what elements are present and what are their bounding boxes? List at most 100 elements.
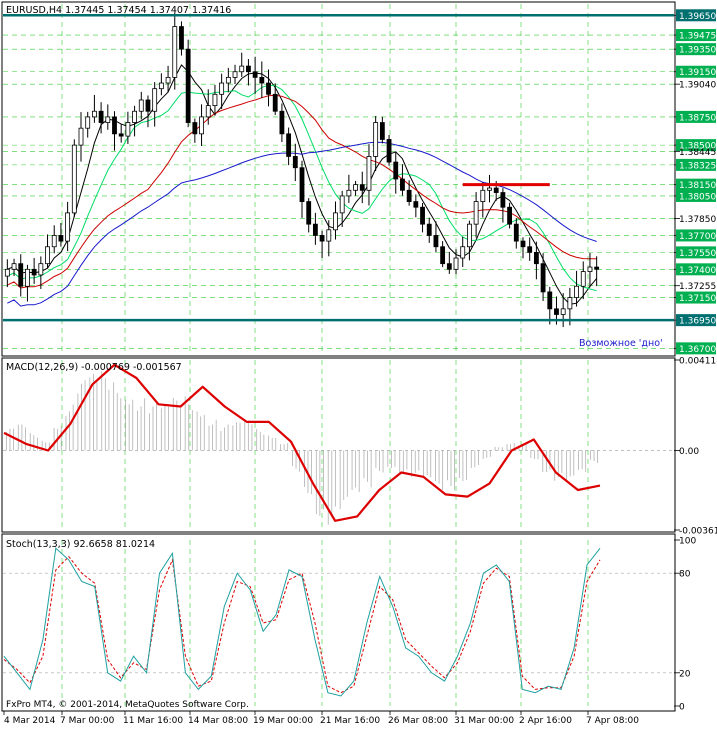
price-label-box [676, 178, 716, 191]
candle-body [366, 156, 372, 191]
candle-body [185, 48, 191, 123]
price-label: 1.39350 [679, 46, 716, 56]
candle-body [473, 201, 479, 225]
date-label: 4 Mar 2014 [4, 716, 56, 726]
price-label: 1.37255 [679, 282, 716, 292]
candle-body [480, 189, 486, 202]
candle-body [413, 201, 419, 208]
candle-body [493, 187, 499, 193]
stoch-label: 0 [679, 703, 685, 713]
candle-body [65, 212, 71, 242]
price-label-box [676, 65, 716, 78]
candle-body [192, 122, 198, 135]
price-label: 1.37550 [679, 249, 716, 259]
price-label: 1.39040 [679, 81, 716, 91]
price-label-box [676, 263, 716, 276]
price-label: 1.38750 [679, 113, 716, 123]
candle-body [359, 184, 365, 191]
candle-body [319, 235, 325, 242]
candle-body [554, 308, 559, 315]
date-label: 7 Mar 00:00 [60, 716, 115, 726]
candle-body [433, 235, 439, 248]
candle-body [266, 82, 271, 95]
annotation-bottom: Возможное 'дно' [579, 338, 663, 349]
candle-body [406, 189, 412, 202]
price-label-box [676, 246, 716, 259]
price-label-box [676, 43, 716, 56]
candle-body [138, 99, 144, 112]
price-label: 1.38500 [679, 142, 716, 152]
candle-body [38, 263, 44, 276]
date-label: 2 Apr 16:00 [519, 716, 572, 726]
candle-body [279, 110, 285, 135]
price-label: 1.38445 [679, 148, 716, 158]
candle-body [225, 76, 231, 84]
price-label: 1.39475 [679, 32, 716, 42]
ma-green-line [7, 84, 597, 292]
candle-body [379, 122, 385, 140]
date-label: 14 Mar 08:00 [188, 716, 248, 726]
candle-body [326, 229, 332, 242]
price-label-box [676, 229, 716, 242]
stoch-label: 20 [679, 669, 691, 679]
date-axis: 4 Mar 2014 7 Mar 00:00 11 Mar 16:00 14 Mar … [3, 711, 639, 726]
price-label: 1.36950 [679, 317, 716, 327]
candle-body [51, 235, 57, 248]
candle-body [145, 99, 151, 112]
candle-body [346, 189, 352, 197]
candle-body [286, 133, 292, 157]
candle-body [487, 187, 492, 191]
candle-body [98, 110, 104, 123]
candle-body [312, 223, 318, 236]
candle-body [132, 110, 137, 123]
candle-body [11, 263, 17, 270]
candle-body [426, 223, 432, 236]
candle-body [339, 195, 345, 214]
candle-body [272, 93, 278, 112]
candle-body [580, 271, 586, 287]
candle-body [31, 268, 37, 276]
candle-body [246, 65, 251, 73]
copyright: FxPro MT4, © 2001-2014, MetaQuotes Softw… [6, 700, 249, 710]
candle-body [4, 268, 10, 277]
candle-body [460, 246, 466, 259]
price-label-box [676, 158, 716, 171]
candle-body [58, 235, 64, 242]
date-label: 19 Mar 00:00 [253, 716, 313, 726]
price-label-box [676, 9, 716, 22]
candle-body [78, 127, 84, 146]
date-label: 31 Mar 00:00 [454, 716, 514, 726]
price-label: 1.37400 [679, 266, 716, 276]
candle-body [125, 122, 131, 137]
macd-signal-line [3, 363, 601, 522]
price-label-box [676, 29, 716, 42]
stoch-main-line [3, 547, 601, 697]
candle-body [105, 116, 111, 123]
candle-body [547, 291, 553, 310]
candle-body [18, 263, 24, 287]
symbol-header: EURUSD,H4 1.37445 1.37454 1.37407 1.3741… [6, 5, 231, 16]
candle-body [400, 178, 405, 191]
candle-body [71, 144, 77, 214]
macd-label: 0.004118 [679, 357, 717, 367]
date-label: 7 Apr 08:00 [586, 716, 639, 726]
price-label-box [676, 139, 716, 152]
candle-body [165, 76, 171, 84]
price-label: 1.37850 [679, 215, 716, 225]
candle-body [219, 82, 225, 95]
candle-body [540, 263, 546, 293]
price-label-box [676, 342, 716, 355]
candle-body [179, 26, 184, 50]
price-label: 1.38050 [679, 192, 716, 202]
candle-body [45, 246, 50, 265]
candle-body [393, 161, 399, 180]
candle-body [560, 308, 566, 315]
candle-body [239, 65, 245, 73]
candle-body [527, 246, 533, 253]
macd-label: 0.00 [679, 447, 699, 457]
candle-body [306, 201, 312, 225]
candle-body [333, 212, 338, 231]
candle-body [373, 122, 379, 157]
candle-body [199, 116, 204, 135]
